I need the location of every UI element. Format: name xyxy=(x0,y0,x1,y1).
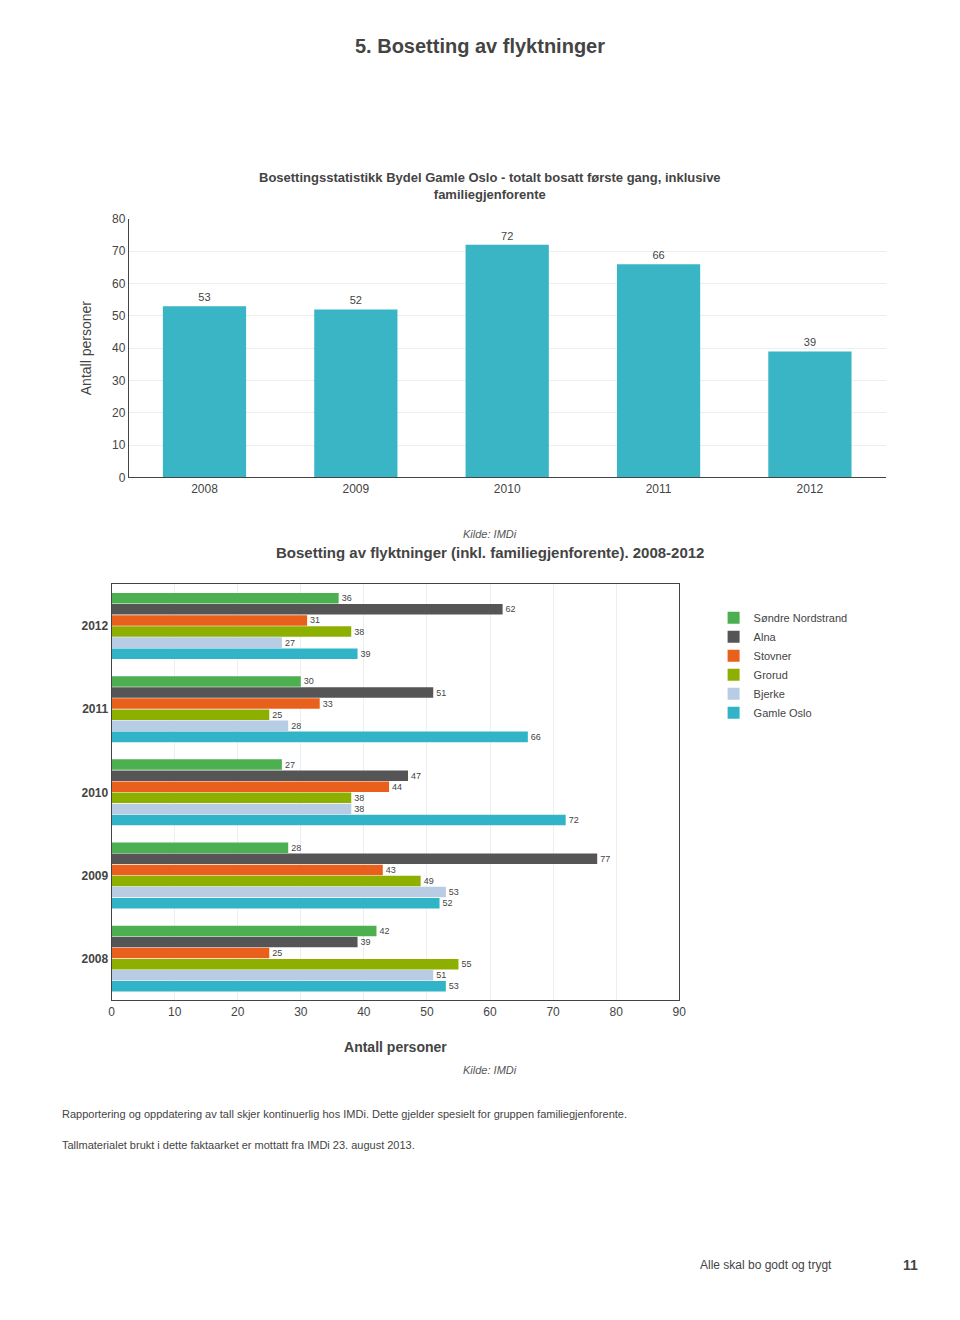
svg-text:2008: 2008 xyxy=(191,482,218,496)
svg-text:44: 44 xyxy=(392,782,402,792)
svg-text:66: 66 xyxy=(531,732,541,742)
svg-text:27: 27 xyxy=(285,638,295,648)
svg-text:77: 77 xyxy=(600,854,610,864)
svg-text:20: 20 xyxy=(112,406,126,420)
svg-text:Søndre Nordstrand: Søndre Nordstrand xyxy=(754,612,848,624)
svg-text:Rapportering og oppdatering av: Rapportering og oppdatering av tall skje… xyxy=(62,1108,627,1120)
svg-text:31: 31 xyxy=(310,615,320,625)
svg-text:53: 53 xyxy=(449,981,459,991)
svg-text:20: 20 xyxy=(231,1005,245,1019)
svg-text:30: 30 xyxy=(304,676,314,686)
svg-text:50: 50 xyxy=(112,309,126,323)
svg-text:Tallmaterialet brukt i dette f: Tallmaterialet brukt i dette faktaarket … xyxy=(62,1139,415,1151)
svg-text:39: 39 xyxy=(804,336,816,348)
svg-text:42: 42 xyxy=(379,926,389,936)
svg-text:0: 0 xyxy=(119,471,126,485)
svg-text:60: 60 xyxy=(483,1005,497,1019)
svg-text:60: 60 xyxy=(112,277,126,291)
svg-text:27: 27 xyxy=(285,760,295,770)
svg-text:2011: 2011 xyxy=(646,482,672,496)
svg-text:Alle skal bo godt og trygt: Alle skal bo godt og trygt xyxy=(700,1258,832,1272)
svg-text:Gamle Oslo: Gamle Oslo xyxy=(754,707,812,719)
svg-text:5. Bosetting av flyktninger: 5. Bosetting av flyktninger xyxy=(355,35,605,57)
svg-text:50: 50 xyxy=(420,1005,434,1019)
svg-text:33: 33 xyxy=(323,699,333,709)
svg-text:2010: 2010 xyxy=(81,786,108,800)
svg-text:10: 10 xyxy=(112,438,126,452)
svg-text:38: 38 xyxy=(354,793,364,803)
svg-text:30: 30 xyxy=(112,374,126,388)
svg-text:2008: 2008 xyxy=(81,952,108,966)
svg-text:Antall personer: Antall personer xyxy=(344,1039,447,1055)
svg-text:53: 53 xyxy=(449,887,459,897)
svg-text:70: 70 xyxy=(112,244,126,258)
svg-text:28: 28 xyxy=(291,721,301,731)
svg-text:2012: 2012 xyxy=(797,482,824,496)
svg-text:Antall personer: Antall personer xyxy=(78,301,94,396)
svg-text:2010: 2010 xyxy=(494,482,521,496)
svg-text:66: 66 xyxy=(652,249,664,261)
svg-text:51: 51 xyxy=(436,970,446,980)
svg-text:10: 10 xyxy=(168,1005,182,1019)
svg-text:2009: 2009 xyxy=(342,482,369,496)
svg-text:Bosettingsstatistikk Bydel Gam: Bosettingsstatistikk Bydel Gamle Oslo - … xyxy=(259,170,721,202)
svg-text:53: 53 xyxy=(198,291,210,303)
svg-text:36: 36 xyxy=(342,593,352,603)
svg-text:Bosetting av flyktninger (inkl: Bosetting av flyktninger (inkl. familieg… xyxy=(276,544,704,561)
svg-text:Stovner: Stovner xyxy=(754,650,792,662)
svg-text:2011: 2011 xyxy=(82,702,108,716)
svg-text:Kilde: IMDi: Kilde: IMDi xyxy=(463,1064,517,1076)
svg-text:2012: 2012 xyxy=(81,619,108,633)
svg-text:90: 90 xyxy=(673,1005,687,1019)
svg-text:72: 72 xyxy=(569,815,579,825)
svg-text:39: 39 xyxy=(361,649,371,659)
svg-text:49: 49 xyxy=(424,876,434,886)
svg-text:Grorud: Grorud xyxy=(754,669,788,681)
svg-text:38: 38 xyxy=(354,804,364,814)
svg-text:80: 80 xyxy=(112,212,126,226)
svg-text:11: 11 xyxy=(903,1257,918,1273)
svg-text:70: 70 xyxy=(546,1005,560,1019)
svg-text:0: 0 xyxy=(108,1005,115,1019)
svg-text:Alna: Alna xyxy=(754,631,777,643)
svg-text:47: 47 xyxy=(411,771,421,781)
svg-text:25: 25 xyxy=(272,710,282,720)
svg-text:40: 40 xyxy=(112,341,126,355)
svg-text:51: 51 xyxy=(436,688,446,698)
svg-text:39: 39 xyxy=(361,937,371,947)
svg-text:55: 55 xyxy=(461,959,471,969)
svg-text:62: 62 xyxy=(506,604,516,614)
svg-text:38: 38 xyxy=(354,627,364,637)
svg-text:2009: 2009 xyxy=(81,869,108,883)
svg-text:52: 52 xyxy=(443,898,453,908)
svg-text:52: 52 xyxy=(350,294,362,306)
svg-text:43: 43 xyxy=(386,865,396,875)
svg-text:Bjerke: Bjerke xyxy=(754,688,785,700)
svg-text:80: 80 xyxy=(609,1005,623,1019)
svg-text:25: 25 xyxy=(272,948,282,958)
svg-text:30: 30 xyxy=(294,1005,308,1019)
svg-text:40: 40 xyxy=(357,1005,371,1019)
svg-text:28: 28 xyxy=(291,843,301,853)
svg-text:72: 72 xyxy=(501,230,513,242)
svg-text:Kilde: IMDi: Kilde: IMDi xyxy=(463,528,517,540)
